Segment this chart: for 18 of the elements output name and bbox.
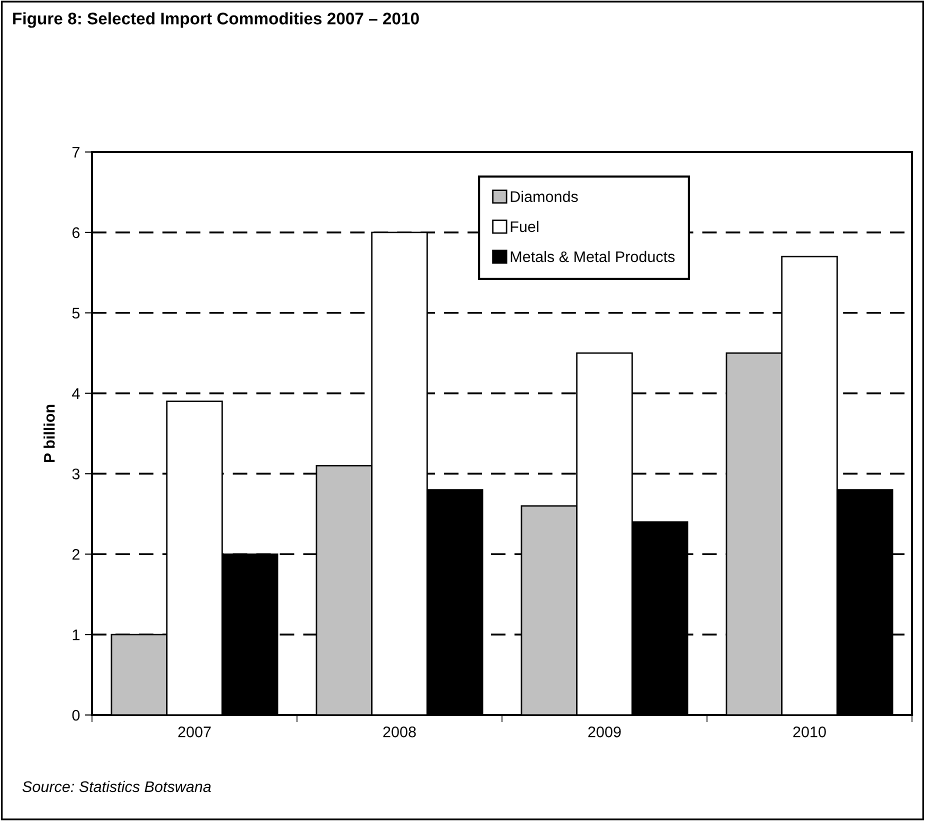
y-tick-label: 7 bbox=[72, 147, 80, 158]
legend-label: Fuel bbox=[510, 220, 538, 232]
legend-label: Metals & Metal Products bbox=[510, 250, 675, 262]
y-tick-label: 4 bbox=[72, 388, 80, 399]
y-tick-label: 2 bbox=[72, 549, 80, 560]
y-axis-title: P billion bbox=[44, 404, 55, 462]
y-tick-label: 1 bbox=[72, 630, 80, 640]
legend-label: Diamonds bbox=[510, 190, 578, 202]
source-note: Source: Statistics Botswana bbox=[22, 780, 211, 792]
x-tick-label: 2009 bbox=[588, 726, 621, 738]
chart-title: Figure 8: Selected Import Commodities 2007 – 2010 bbox=[13, 12, 419, 28]
x-tick-label: 2008 bbox=[383, 726, 416, 738]
y-tick-label: 6 bbox=[72, 227, 80, 238]
y-tick-label: 5 bbox=[72, 308, 80, 319]
y-tick-label: 0 bbox=[72, 710, 80, 721]
x-tick-label: 2010 bbox=[793, 726, 826, 738]
x-tick-label: 2007 bbox=[178, 726, 211, 738]
y-tick-label: 3 bbox=[72, 468, 80, 480]
